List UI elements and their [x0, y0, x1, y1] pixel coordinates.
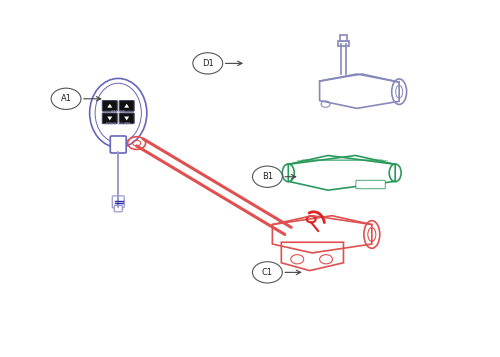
FancyBboxPatch shape — [356, 180, 385, 189]
FancyBboxPatch shape — [110, 136, 126, 153]
FancyBboxPatch shape — [119, 113, 134, 124]
Text: B1: B1 — [262, 172, 273, 181]
FancyBboxPatch shape — [114, 205, 122, 212]
Circle shape — [252, 166, 282, 187]
Polygon shape — [108, 116, 112, 120]
Circle shape — [252, 262, 282, 283]
Text: A1: A1 — [60, 94, 72, 103]
Polygon shape — [108, 104, 112, 108]
FancyBboxPatch shape — [340, 35, 347, 41]
FancyBboxPatch shape — [112, 196, 124, 208]
Circle shape — [51, 88, 81, 110]
Circle shape — [193, 53, 222, 74]
Text: D1: D1 — [202, 59, 213, 68]
Text: POWER RECLINER: POWER RECLINER — [106, 122, 130, 126]
FancyBboxPatch shape — [119, 101, 134, 111]
Text: HEADREST: HEADREST — [111, 110, 126, 114]
FancyBboxPatch shape — [102, 101, 117, 111]
FancyBboxPatch shape — [102, 113, 117, 124]
FancyBboxPatch shape — [338, 41, 349, 46]
Polygon shape — [124, 104, 129, 108]
Text: C1: C1 — [262, 268, 273, 277]
Polygon shape — [124, 116, 129, 120]
